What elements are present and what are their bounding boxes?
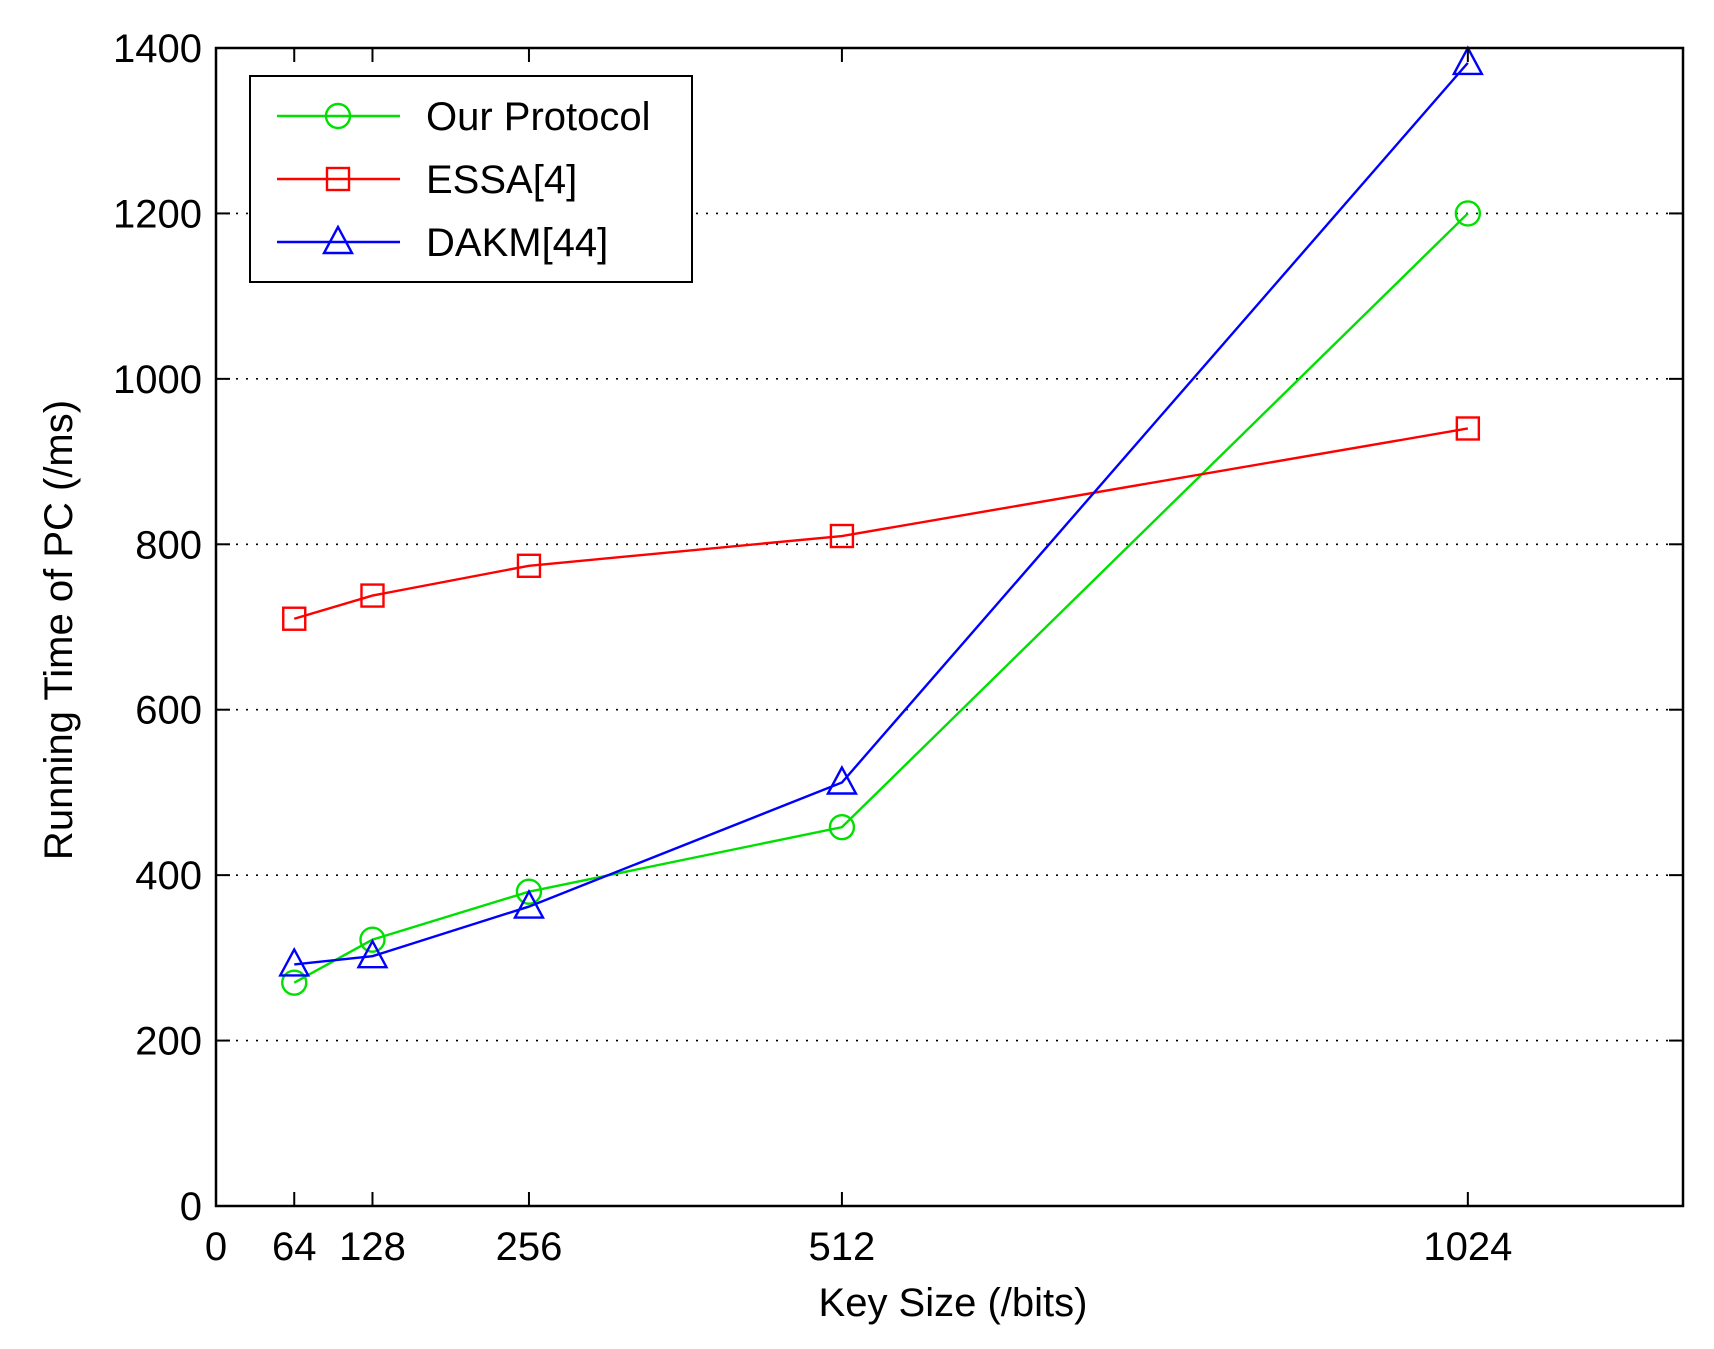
x-tick-label: 512 (809, 1225, 876, 1269)
series-layer (278, 45, 1484, 996)
legend-label: Our Protocol (426, 95, 651, 139)
legend-label: ESSA[4] (426, 158, 577, 202)
data-point-dakm-44 (278, 946, 311, 977)
legend-marker (325, 166, 351, 192)
y-tick-label: 200 (135, 1020, 202, 1064)
data-point-our-protocol (359, 926, 386, 953)
data-point-our-protocol (515, 878, 543, 905)
legend-marker (324, 102, 352, 130)
y-tick-label: 1400 (113, 27, 202, 71)
data-point-dakm-44 (825, 764, 858, 795)
x-tick-label: 128 (339, 1225, 406, 1269)
data-point-essa-4 (829, 523, 855, 549)
y-tick-label: 600 (135, 689, 202, 733)
y-tick-label: 0 (180, 1185, 202, 1229)
data-point-essa-4 (282, 606, 307, 631)
legend-item-dakm-44: DAKM[44] (277, 221, 608, 265)
data-point-essa-4 (1455, 416, 1481, 441)
data-point-our-protocol (1454, 200, 1482, 227)
x-tick-label: 64 (272, 1225, 317, 1269)
data-point-essa-4 (360, 583, 385, 608)
y-axis-label: Running Time of PC (/ms) (37, 400, 81, 860)
y-tick-label: 800 (135, 523, 202, 567)
legend: Our Protocol ESSA[4] DAKM[44] (249, 75, 693, 283)
legend-item-our-protocol: Our Protocol (277, 95, 651, 139)
data-point-our-protocol (828, 813, 856, 841)
series-line-dakm-44 (294, 62, 1469, 966)
legend-label: DAKM[44] (426, 221, 608, 265)
data-point-dakm-44 (1451, 45, 1484, 76)
series-essa-4 (282, 416, 1481, 631)
x-tick-label: 0 (205, 1225, 227, 1269)
axis-ticks: 0 200 400 600 800 1000 1200 1400 0 64 128 256 512 102… (113, 27, 1683, 1269)
series-dakm-44 (278, 45, 1484, 977)
data-point-dakm-44 (512, 889, 545, 919)
y-tick-label: 400 (135, 854, 202, 898)
legend-item-essa-4: ESSA[4] (277, 158, 577, 202)
data-point-dakm-44 (356, 938, 389, 969)
plot-frame (214, 46, 1685, 1208)
x-tick-label: 1024 (1423, 1225, 1512, 1269)
legend-marker (321, 224, 355, 255)
y-tick-label: 1200 (113, 192, 202, 236)
series-line-essa-4 (293, 427, 1469, 620)
x-axis-label: Key Size (/bits) (819, 1281, 1088, 1325)
data-point-our-protocol (281, 969, 308, 996)
x-tick-label: 256 (496, 1225, 563, 1269)
y-tick-label: 1000 (113, 358, 202, 402)
data-point-essa-4 (516, 553, 542, 578)
